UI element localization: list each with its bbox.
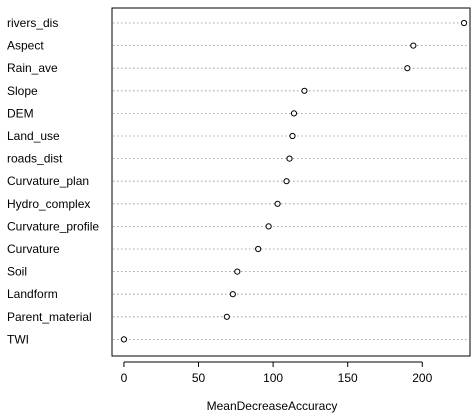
data-point [229,291,236,298]
data-point [460,19,468,27]
category-label: roads_dist [7,152,63,166]
data-point [290,110,298,117]
data-point [286,155,293,162]
data-point [120,336,128,343]
x-axis-title: MeanDecreaseAccuracy [207,399,338,413]
x-tick-label: 200 [412,371,432,385]
data-point [289,132,296,140]
data-point [404,65,411,72]
data-point [410,42,417,49]
data-point [301,87,308,94]
category-label: Slope [7,84,38,98]
data-point [223,313,230,320]
category-label: Rain_ave [7,61,58,75]
category-label: Curvature_plan [7,174,89,188]
data-point [265,223,272,230]
guide-lines [113,22,469,340]
data-point [255,245,262,253]
category-label: rivers_dis [7,16,58,30]
x-axis: 0 50 100 150 200 [121,361,433,385]
data-point [234,268,241,275]
category-labels: rivers_dis Aspect Rain_ave Slope DEM Land_use… [7,16,99,346]
x-tick-label: 0 [121,371,128,385]
category-label: Soil [7,265,27,279]
category-label: DEM [7,106,34,120]
x-tick-label: 50 [192,371,206,385]
category-label: Hydro_complex [7,197,90,211]
data-points [120,19,468,343]
x-tick-label: 150 [338,371,358,385]
plot-frame [111,7,471,357]
category-label: Land_use [7,129,60,143]
category-label: Parent_material [7,310,92,324]
category-label: Curvature_profile [7,219,99,233]
data-point [274,200,281,207]
x-tick-label: 100 [263,371,283,385]
category-label: Aspect [7,39,44,53]
category-label: Curvature [7,242,60,256]
category-label: Landform [7,287,58,301]
data-point [283,178,290,185]
category-label: TWI [7,332,29,346]
